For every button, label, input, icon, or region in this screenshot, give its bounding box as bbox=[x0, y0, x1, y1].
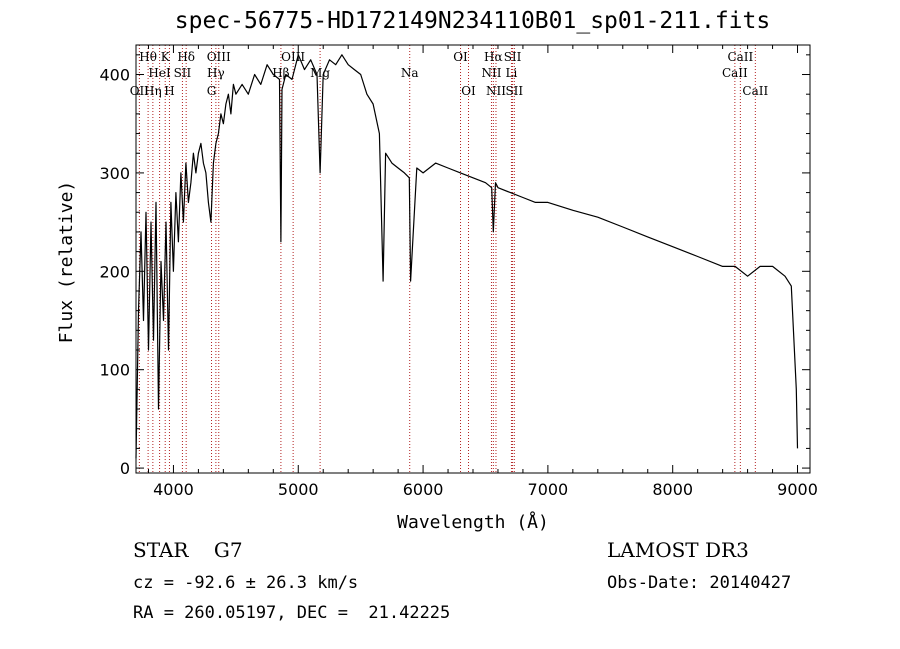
spectral-line-label: Hα bbox=[484, 50, 503, 64]
y-tick-label: 0 bbox=[120, 459, 130, 478]
x-tick-label: 9000 bbox=[777, 480, 818, 499]
spectral-line-label: OI bbox=[461, 84, 476, 98]
y-tick-label: 400 bbox=[99, 66, 130, 85]
spectral-line-label: HeI bbox=[148, 66, 171, 80]
spectral-line-label: OIII bbox=[281, 50, 305, 64]
spectral-line-label: SII bbox=[174, 66, 192, 80]
spectral-line-label: Hη bbox=[144, 84, 162, 98]
spectral-line-label: SII bbox=[505, 84, 523, 98]
spectrum-layer bbox=[135, 54, 799, 459]
axes-layer: 4000 5000 6000 7000 8000 9000 0 100 200 300 400 bbox=[99, 45, 818, 499]
spectral-line-label: CaII bbox=[722, 66, 748, 80]
x-tick-label: 8000 bbox=[652, 480, 693, 499]
spectral-line-label: K bbox=[161, 50, 171, 64]
spectral-line-label: Hβ bbox=[272, 66, 289, 80]
spectral-line-label: Hθ bbox=[139, 50, 157, 64]
y-axis-label: Flux (relative) bbox=[56, 181, 77, 344]
radec-label: RA = 260.05197, DEC = 21.42225 bbox=[133, 603, 451, 623]
x-tick-label: 5000 bbox=[278, 480, 319, 499]
spectral-line-label: CaII bbox=[742, 84, 768, 98]
spectral-line-label: H bbox=[164, 84, 174, 98]
spectral-line-label: NII bbox=[486, 84, 506, 98]
x-tick-label: 7000 bbox=[528, 480, 569, 499]
spectral-line-label: OIII bbox=[207, 50, 231, 64]
redshift-label: cz = -92.6 ± 26.3 km/s bbox=[133, 573, 359, 593]
spectral-line-label: Li bbox=[506, 66, 518, 80]
x-tick-label: 4000 bbox=[153, 480, 194, 499]
spectral-line-label: SII bbox=[504, 50, 522, 64]
spectral-line-label: Hγ bbox=[207, 66, 225, 80]
y-tick-label: 300 bbox=[99, 164, 130, 183]
survey-label: LAMOST DR3 bbox=[607, 538, 749, 562]
spectral-line-label: Hδ bbox=[177, 50, 195, 64]
spectral-line-label: Na bbox=[401, 66, 419, 80]
spectral-line-label: NII bbox=[481, 66, 501, 80]
spectrum-series-line bbox=[135, 54, 799, 459]
plot-frame bbox=[135, 44, 811, 474]
spectral-line-label: OII bbox=[130, 84, 150, 98]
y-tick-label: 200 bbox=[99, 262, 130, 281]
class-label: STAR G7 bbox=[133, 538, 243, 562]
spectral-line-label: Mg bbox=[310, 66, 330, 80]
x-axis-label: Wavelength (Å) bbox=[397, 511, 549, 533]
obs-date-label: Obs-Date: 20140427 bbox=[607, 573, 792, 593]
y-tick-label: 100 bbox=[99, 361, 130, 380]
x-tick-label: 6000 bbox=[403, 480, 444, 499]
spectral-line-label: G bbox=[207, 84, 217, 98]
spectral-line-label: OI bbox=[453, 50, 468, 64]
spectral-line-label: CaII bbox=[727, 50, 753, 64]
chart-title: spec-56775-HD172149N234110B01_sp01-211.f… bbox=[174, 8, 771, 34]
